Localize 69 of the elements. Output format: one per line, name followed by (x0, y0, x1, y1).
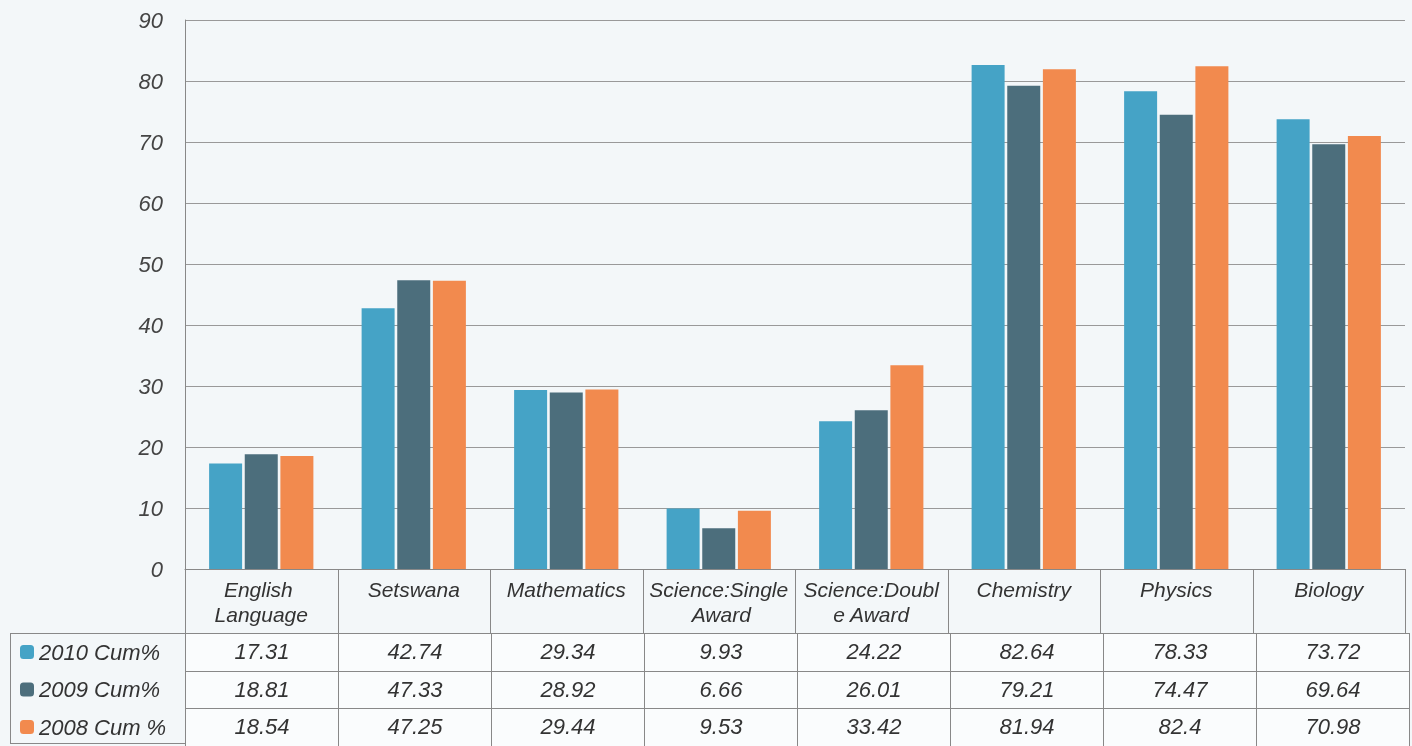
bar (549, 392, 583, 569)
data-label: 82.64 (950, 633, 1104, 671)
legend-label: 2009 Cum% (38, 677, 161, 702)
bar (244, 454, 278, 569)
bar (1347, 136, 1381, 569)
y-tick-label: 30 (138, 373, 164, 399)
bar (1042, 69, 1076, 569)
bar (209, 463, 243, 569)
x-tick-label: Science:Single Award (649, 578, 789, 626)
x-tick-label: Science:Double Award (803, 578, 941, 626)
x-tick-label: English Language (214, 578, 308, 626)
x-tick-label: Physics (1140, 578, 1213, 601)
data-label: 69.64 (1256, 671, 1410, 709)
data-label: 17.31 (185, 633, 339, 671)
bar (1007, 85, 1041, 569)
bar (1124, 91, 1158, 569)
y-tick-label: 20 (137, 434, 164, 460)
x-tick-label: Biology (1294, 578, 1365, 601)
y-tick-label: 40 (138, 312, 164, 338)
data-label: 82.4 (1103, 708, 1257, 746)
y-tick-label: 10 (138, 495, 164, 521)
y-tick-label: 80 (138, 68, 164, 94)
data-label: 70.98 (1256, 708, 1410, 746)
data-label: 78.33 (1103, 633, 1257, 671)
data-label: 47.33 (338, 671, 492, 709)
x-tick-label: Mathematics (506, 578, 627, 601)
bar (514, 390, 548, 569)
data-label: 24.22 (797, 633, 951, 671)
bar (585, 389, 619, 569)
data-label: 28.92 (491, 671, 645, 709)
data-label: 26.01 (797, 671, 951, 709)
bar (971, 64, 1005, 569)
data-label: 74.47 (1103, 671, 1257, 709)
data-label: 6.66 (644, 671, 798, 709)
y-tick-label: 90 (138, 7, 164, 33)
legend-label: 2010 Cum% (38, 639, 161, 665)
x-tick-label: Setswana (367, 578, 460, 601)
legend-label: 2008 Cum % (38, 714, 167, 740)
data-label: 42.74 (338, 633, 492, 671)
bar (432, 280, 466, 569)
data-label: 81.94 (950, 708, 1104, 746)
bar (854, 410, 888, 569)
bar (737, 510, 771, 569)
data-label: 29.34 (491, 633, 645, 671)
y-tick-label: 60 (138, 190, 164, 216)
data-label: 73.72 (1256, 633, 1410, 671)
bar (666, 508, 700, 569)
x-tick-label: Chemistry (976, 578, 1073, 601)
data-label: 79.21 (950, 671, 1104, 709)
bar (397, 280, 431, 569)
data-label: 18.81 (185, 671, 339, 709)
bar (1195, 66, 1229, 569)
y-tick-label: 50 (138, 251, 164, 277)
bar (361, 308, 395, 569)
data-label: 29.44 (491, 708, 645, 746)
data-label: 18.54 (185, 708, 339, 746)
bar (1276, 119, 1310, 569)
y-tick-label: 70 (138, 129, 164, 155)
bar (280, 455, 314, 569)
bar (819, 421, 853, 569)
data-label: 9.93 (644, 633, 798, 671)
bar (1312, 144, 1346, 569)
bar (1159, 114, 1193, 569)
data-label: 47.25 (338, 708, 492, 746)
bar (890, 365, 924, 569)
y-tick-label: 0 (150, 556, 164, 582)
data-label: 9.53 (644, 708, 798, 746)
data-label: 33.42 (797, 708, 951, 746)
bar (702, 528, 736, 569)
